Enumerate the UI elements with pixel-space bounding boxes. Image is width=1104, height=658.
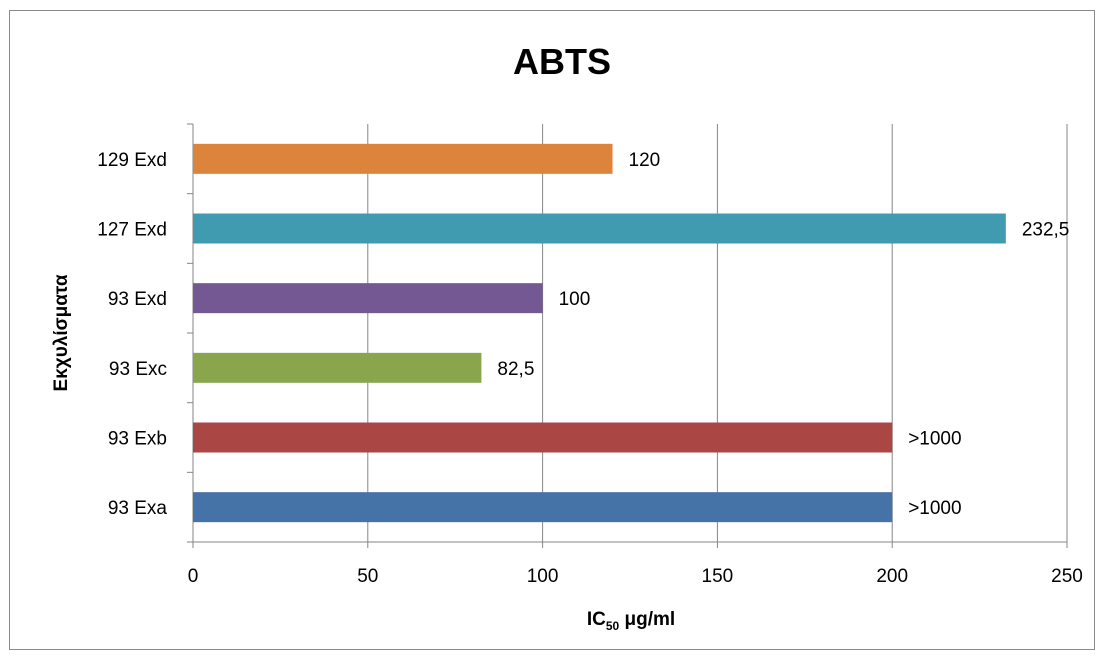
y-tick-label: 93 Exa [108, 498, 168, 519]
y-tick-labels: 129 Exd 127 Exd 93 Exd 93 Exc 93 Exb 93 Exa [97, 150, 167, 519]
x-tick-label: 200 [876, 566, 908, 587]
bar [193, 492, 893, 523]
bar [193, 143, 613, 174]
data-labels: 120 232,5 100 82,5 >1000 >1000 [497, 150, 1069, 519]
y-tick-label: 93 Exb [108, 429, 167, 450]
x-axis-title: IC50 μg/ml [587, 609, 675, 633]
x-tick-label: 150 [702, 566, 734, 587]
y-tick-label: 93 Exc [109, 359, 167, 380]
x-tick-label: 250 [1051, 566, 1083, 587]
data-label: 82,5 [497, 359, 534, 380]
data-label: 120 [629, 150, 661, 171]
bar [193, 352, 482, 383]
chart-frame: ABTS 120 232,5 100 82,5 >1000 >1000 129 Exd 12… [9, 10, 1095, 650]
data-label: >1000 [908, 498, 961, 519]
data-label: 100 [559, 289, 591, 310]
x-tick-label: 50 [357, 566, 378, 587]
x-axis-title-unit: μg/ml [619, 609, 675, 630]
bars [193, 143, 1006, 523]
chart-title: ABTS [513, 41, 611, 82]
y-tick-label: 127 Exd [97, 220, 167, 241]
bar [193, 213, 1006, 244]
bar [193, 283, 543, 314]
data-label: 232,5 [1022, 220, 1070, 241]
x-axis-title-subscript: 50 [606, 619, 620, 633]
x-axis-title-main: IC [587, 609, 606, 630]
y-axis-title: Εκχυλίσματα [51, 274, 72, 391]
gridlines [367, 124, 1068, 542]
x-tick-labels: 0 50 100 150 200 250 [188, 566, 1083, 587]
axes [187, 123, 1068, 548]
data-label: >1000 [908, 429, 961, 450]
y-tick-label: 93 Exd [108, 289, 167, 310]
x-tick-label: 0 [188, 566, 199, 587]
y-tick-label: 129 Exd [97, 150, 167, 171]
bar [193, 422, 893, 453]
x-tick-label: 100 [527, 566, 559, 587]
